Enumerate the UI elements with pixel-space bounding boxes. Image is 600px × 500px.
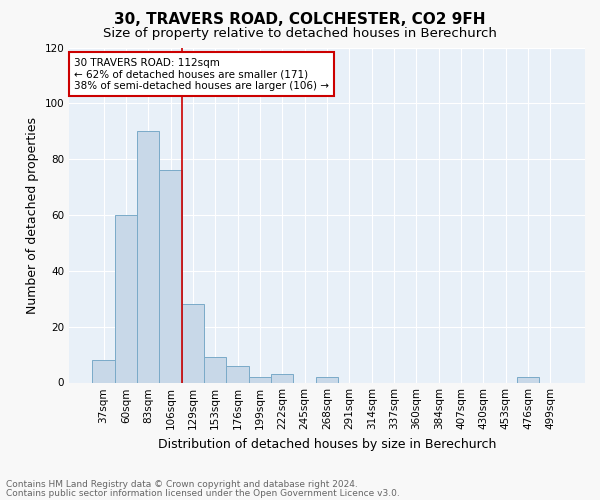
- Text: Contains HM Land Registry data © Crown copyright and database right 2024.: Contains HM Land Registry data © Crown c…: [6, 480, 358, 489]
- Bar: [204, 358, 226, 382]
- Bar: [182, 304, 204, 382]
- X-axis label: Distribution of detached houses by size in Berechurch: Distribution of detached houses by size …: [158, 438, 496, 451]
- Bar: [517, 377, 539, 382]
- Bar: [137, 131, 160, 382]
- Bar: [316, 377, 338, 382]
- Text: 30, TRAVERS ROAD, COLCHESTER, CO2 9FH: 30, TRAVERS ROAD, COLCHESTER, CO2 9FH: [114, 12, 486, 28]
- Text: 30 TRAVERS ROAD: 112sqm
← 62% of detached houses are smaller (171)
38% of semi-d: 30 TRAVERS ROAD: 112sqm ← 62% of detache…: [74, 58, 329, 91]
- Y-axis label: Number of detached properties: Number of detached properties: [26, 116, 39, 314]
- Bar: [92, 360, 115, 382]
- Bar: [249, 377, 271, 382]
- Bar: [160, 170, 182, 382]
- Text: Contains public sector information licensed under the Open Government Licence v3: Contains public sector information licen…: [6, 489, 400, 498]
- Text: Size of property relative to detached houses in Berechurch: Size of property relative to detached ho…: [103, 28, 497, 40]
- Bar: [115, 215, 137, 382]
- Bar: [226, 366, 249, 382]
- Bar: [271, 374, 293, 382]
